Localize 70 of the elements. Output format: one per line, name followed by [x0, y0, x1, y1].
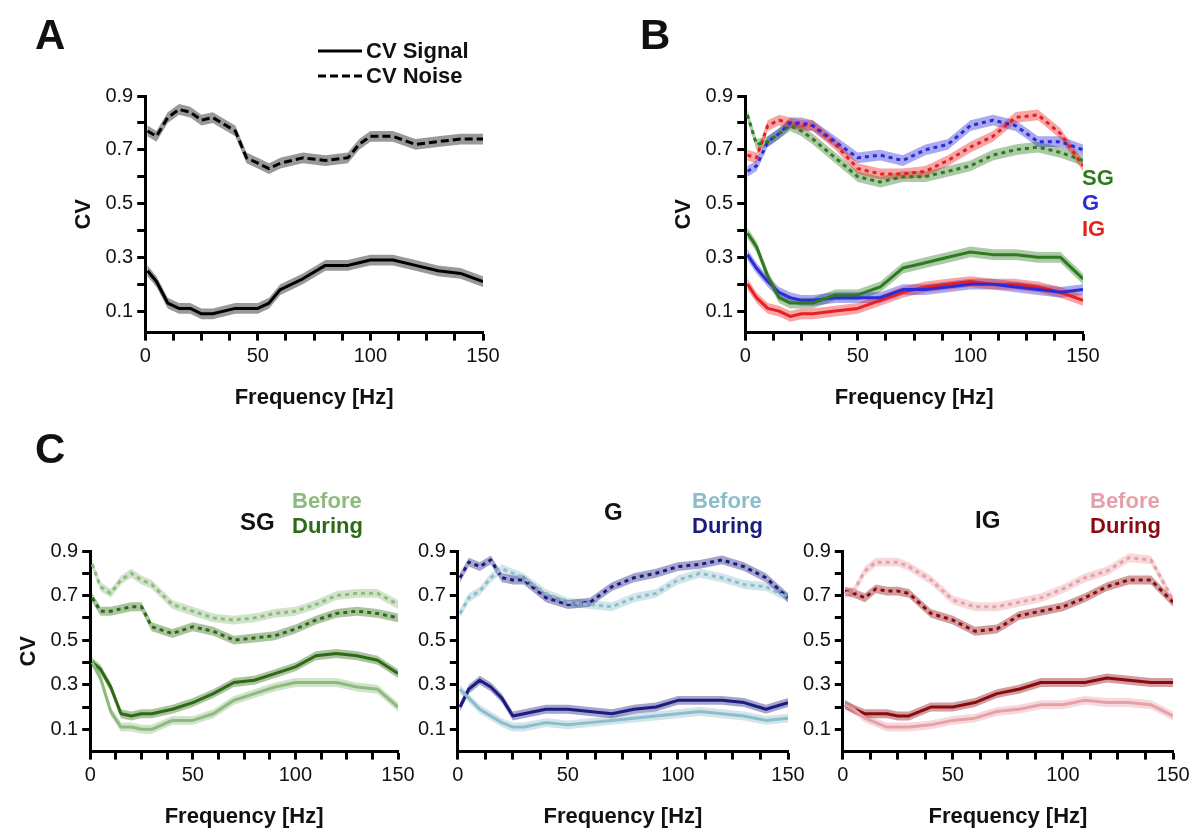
y-axis-title: CV: [670, 198, 696, 230]
chart-title: SG: [240, 508, 275, 535]
x-tick-label: 150: [1066, 344, 1100, 367]
x-tick-label: 0: [139, 344, 151, 367]
y-tick-label: 0.1: [417, 716, 446, 739]
x-axis-title: Frequency [Hz]: [234, 383, 394, 409]
x-tick-label: 50: [941, 763, 964, 786]
y-tick-label: 0.7: [417, 583, 446, 606]
x-tick-label: 150: [1156, 763, 1190, 786]
y-tick-label: 0.5: [105, 191, 134, 214]
y-tick-label: 0.5: [705, 191, 734, 214]
y-tick-label: 0.3: [802, 672, 831, 695]
y-tick-label: 0.9: [417, 538, 446, 561]
x-tick-label: 50: [846, 344, 869, 367]
y-tick-label: 0.7: [705, 137, 734, 160]
text: Before: [692, 488, 762, 514]
text: SG: [1082, 165, 1114, 191]
y-tick-label: 0.9: [802, 538, 831, 561]
x-tick-label: 100: [661, 763, 695, 786]
y-tick-label: 0.3: [50, 672, 79, 695]
y-tick-label: 0.7: [50, 583, 79, 606]
x-tick-label: 100: [1046, 763, 1080, 786]
text: During: [1090, 513, 1161, 539]
x-tick-label: 0: [84, 763, 96, 786]
chart-title: IG: [975, 506, 1001, 533]
x-tick-label: 0: [837, 763, 849, 786]
x-tick-label: 150: [771, 763, 805, 786]
x-axis-title: Frequency [Hz]: [928, 802, 1088, 828]
y-tick-label: 0.1: [50, 716, 79, 739]
text: During: [292, 513, 363, 539]
text: IG: [1082, 215, 1106, 241]
x-tick-label: 50: [181, 763, 204, 786]
y-tick-label: 0.9: [705, 83, 734, 106]
x-tick-label: 150: [381, 763, 415, 786]
x-axis-title: Frequency [Hz]: [543, 802, 703, 828]
y-tick-label: 0.3: [105, 244, 134, 267]
y-tick-label: 0.7: [802, 583, 831, 606]
x-tick-label: 100: [353, 344, 388, 367]
chart-title: B: [640, 11, 671, 58]
y-axis-title: CV: [15, 635, 41, 667]
chart-title: G: [604, 498, 623, 525]
x-tick-label: 150: [466, 344, 500, 367]
y-tick-label: 0.9: [105, 83, 134, 106]
x-tick-label: 100: [278, 763, 313, 786]
x-tick-label: 50: [556, 763, 579, 786]
text: During: [692, 513, 763, 539]
text: Before: [292, 488, 362, 514]
y-tick-label: 0.1: [705, 298, 734, 321]
y-tick-label: 0.1: [802, 716, 831, 739]
x-tick-label: 100: [953, 344, 988, 367]
x-tick-label: 0: [739, 344, 751, 367]
text: Before: [1090, 488, 1160, 514]
y-tick-label: 0.9: [50, 538, 79, 561]
legend-label: CV Signal: [366, 38, 469, 64]
y-tick-label: 0.5: [802, 627, 831, 650]
y-axis-title: CV: [70, 198, 96, 230]
legend-label: CV Noise: [366, 63, 463, 89]
y-tick-label: 0.5: [50, 627, 79, 650]
y-tick-label: 0.7: [105, 137, 134, 160]
x-tick-label: 0: [452, 763, 464, 786]
x-axis-title: Frequency [Hz]: [834, 383, 994, 409]
chart-title: A: [35, 11, 66, 58]
y-tick-label: 0.3: [705, 244, 734, 267]
x-tick-label: 50: [246, 344, 269, 367]
y-tick-label: 0.5: [417, 627, 446, 650]
x-axis-title: Frequency [Hz]: [164, 802, 324, 828]
text: C: [35, 425, 66, 472]
y-tick-label: 0.3: [417, 672, 446, 695]
y-tick-label: 0.1: [105, 298, 134, 321]
text: G: [1082, 190, 1100, 216]
